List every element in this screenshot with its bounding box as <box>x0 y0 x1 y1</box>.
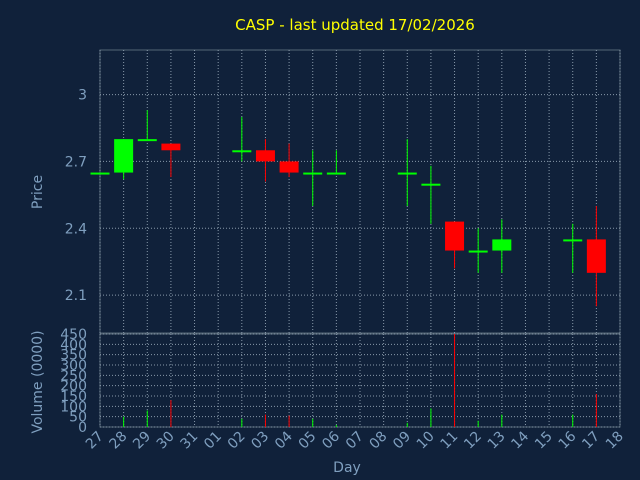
x-tick-label: 07 <box>343 429 367 453</box>
candle-body <box>303 172 323 175</box>
volume-tick-label: 400 <box>60 337 87 353</box>
x-tick-label: 28 <box>107 429 131 453</box>
candle-body <box>492 239 512 251</box>
candle-body <box>137 139 157 142</box>
candle-body <box>421 183 441 186</box>
volume-panel-frame <box>99 333 621 428</box>
x-tick-label: 12 <box>461 429 485 453</box>
candle-body <box>445 221 465 251</box>
candle-body <box>232 150 252 153</box>
volume-tick-label: 350 <box>60 348 87 364</box>
x-tick-label: 09 <box>390 429 414 453</box>
candle-body <box>161 143 181 151</box>
volume-tick-label: 450 <box>60 327 87 343</box>
x-tick-label: 04 <box>272 428 296 452</box>
candle-body <box>586 239 606 273</box>
price-tick-label: 2.4 <box>65 221 87 237</box>
x-axis-label: Day <box>333 460 361 476</box>
candle-body <box>468 250 488 253</box>
x-tick-label: 03 <box>248 429 272 453</box>
volume-tick-label: 300 <box>60 358 87 374</box>
x-tick-label: 13 <box>485 429 509 453</box>
volume-tick-label: 150 <box>60 389 87 405</box>
volume-tick-label: 200 <box>60 379 87 395</box>
volume-tick-label: 250 <box>60 368 87 384</box>
volume-axis-label: Volume (0000) <box>30 330 46 433</box>
x-tick-label: 02 <box>225 429 249 453</box>
price-tick-label: 2.1 <box>65 288 87 304</box>
x-tick-label: 18 <box>603 429 627 453</box>
x-tick-label: 16 <box>556 428 580 452</box>
x-tick-label: 14 <box>508 428 532 452</box>
candle-body <box>90 172 110 175</box>
x-tick-label: 01 <box>201 429 225 453</box>
volume-tick-label: 50 <box>69 410 87 426</box>
x-tick-label: 08 <box>367 429 391 453</box>
x-tick-label: 11 <box>437 429 461 453</box>
x-tick-label: 15 <box>532 429 556 453</box>
candle-body <box>326 172 346 175</box>
x-tick-label: 17 <box>579 429 603 453</box>
candle-body <box>255 150 275 162</box>
chart-title: CASP - last updated 17/02/2026 <box>235 16 475 34</box>
candle-body <box>279 161 299 173</box>
price-axis-label: Price <box>30 175 46 209</box>
chart-plot-layer: 27 28 29 30 31 01 02 03 04 05 06 07 08 09 10 11 12 13 14 15… <box>60 49 627 453</box>
x-tick-label: 05 <box>296 429 320 453</box>
volume-tick-label: 100 <box>60 399 87 415</box>
candle-body <box>563 239 583 242</box>
x-tick-label: 10 <box>414 429 438 453</box>
x-tick-label: 06 <box>319 428 343 452</box>
x-tick-label: 29 <box>130 429 154 453</box>
price-tick-label: 3 <box>78 88 87 104</box>
candle-body <box>397 172 417 175</box>
x-tick-label: 30 <box>154 429 178 453</box>
price-tick-label: 2.7 <box>65 154 87 170</box>
volume-tick-label: 0 <box>78 420 87 436</box>
x-tick-label: 31 <box>177 429 201 453</box>
candle-body <box>114 139 134 173</box>
